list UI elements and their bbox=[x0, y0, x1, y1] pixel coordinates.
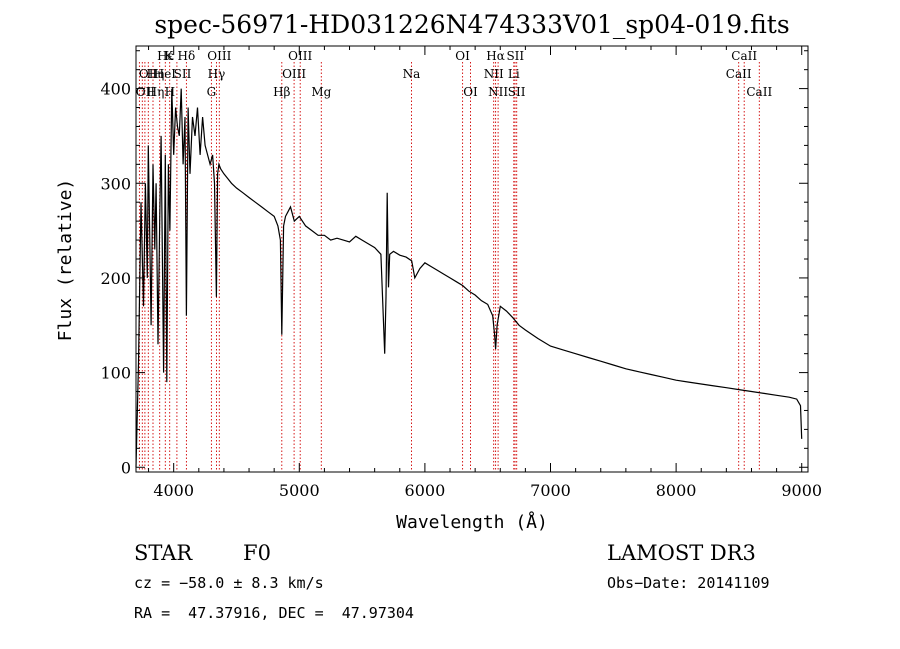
line-label: Hγ bbox=[208, 67, 226, 81]
line-label: Li bbox=[508, 67, 520, 81]
spectral-subclass: F0 bbox=[243, 541, 271, 565]
x-tick-label: 5000 bbox=[279, 481, 320, 500]
line-label: NII bbox=[484, 67, 504, 81]
x-tick-label: 7000 bbox=[530, 481, 571, 500]
line-label: NII bbox=[488, 85, 508, 99]
line-label: Hδ bbox=[178, 49, 196, 63]
y-axis-label: Flux (relative) bbox=[55, 179, 76, 342]
survey-name: LAMOST DR3 bbox=[607, 541, 756, 565]
line-label: OIII bbox=[207, 49, 231, 63]
y-tick-label: 100 bbox=[100, 364, 131, 383]
line-label: SII bbox=[174, 67, 192, 81]
line-label: OIII bbox=[288, 49, 312, 63]
line-label: OIII bbox=[282, 67, 306, 81]
line-label: OI bbox=[455, 49, 470, 63]
line-label: Hη bbox=[147, 67, 165, 81]
line-label: H bbox=[165, 85, 175, 99]
chart-title: spec-56971-HD031226N474333V01_sp04-019.f… bbox=[154, 10, 789, 39]
line-label: K bbox=[164, 49, 174, 63]
line-label: Hα bbox=[486, 49, 505, 63]
line-label: CaII bbox=[746, 85, 772, 99]
x-axis-label: Wavelength (Å) bbox=[396, 511, 548, 533]
line-label: Hε bbox=[157, 49, 174, 63]
y-axis: 0 100 200 300 400 bbox=[100, 50, 808, 477]
line-label: OI bbox=[463, 85, 478, 99]
observation-date: Obs−Date: 20141109 bbox=[607, 574, 770, 592]
line-label: Na bbox=[403, 67, 421, 81]
redshift-cz: cz = −58.0 ± 8.3 km/s bbox=[134, 574, 324, 592]
line-label: Mg bbox=[311, 85, 331, 99]
x-tick-label: 9000 bbox=[781, 481, 822, 500]
line-label: SII bbox=[506, 49, 524, 63]
x-tick-label: 4000 bbox=[153, 481, 194, 500]
spectrum-line bbox=[135, 88, 803, 468]
y-tick-label: 0 bbox=[121, 458, 131, 477]
line-label: Hβ bbox=[273, 85, 290, 99]
line-label: G bbox=[207, 85, 217, 99]
line-label: Hη bbox=[147, 85, 165, 99]
x-tick-label: 8000 bbox=[656, 481, 697, 500]
y-tick-label: 300 bbox=[100, 174, 131, 193]
object-class: STAR bbox=[134, 541, 193, 565]
line-label: SII bbox=[508, 85, 526, 99]
y-tick-label: 400 bbox=[100, 80, 131, 99]
coordinates: RA = 47.37916, DEC = 47.97304 bbox=[134, 604, 414, 622]
line-label: HeI bbox=[154, 67, 177, 81]
line-markers bbox=[138, 62, 760, 472]
line-label: CaII bbox=[726, 67, 752, 81]
x-tick-label: 6000 bbox=[405, 481, 446, 500]
plot-frame bbox=[135, 45, 809, 473]
y-tick-label: 200 bbox=[100, 269, 131, 288]
line-label: OII bbox=[139, 67, 159, 81]
x-axis: 4000 5000 6000 7000 8000 9000 bbox=[148, 46, 822, 500]
line-label: CaII bbox=[731, 49, 757, 63]
